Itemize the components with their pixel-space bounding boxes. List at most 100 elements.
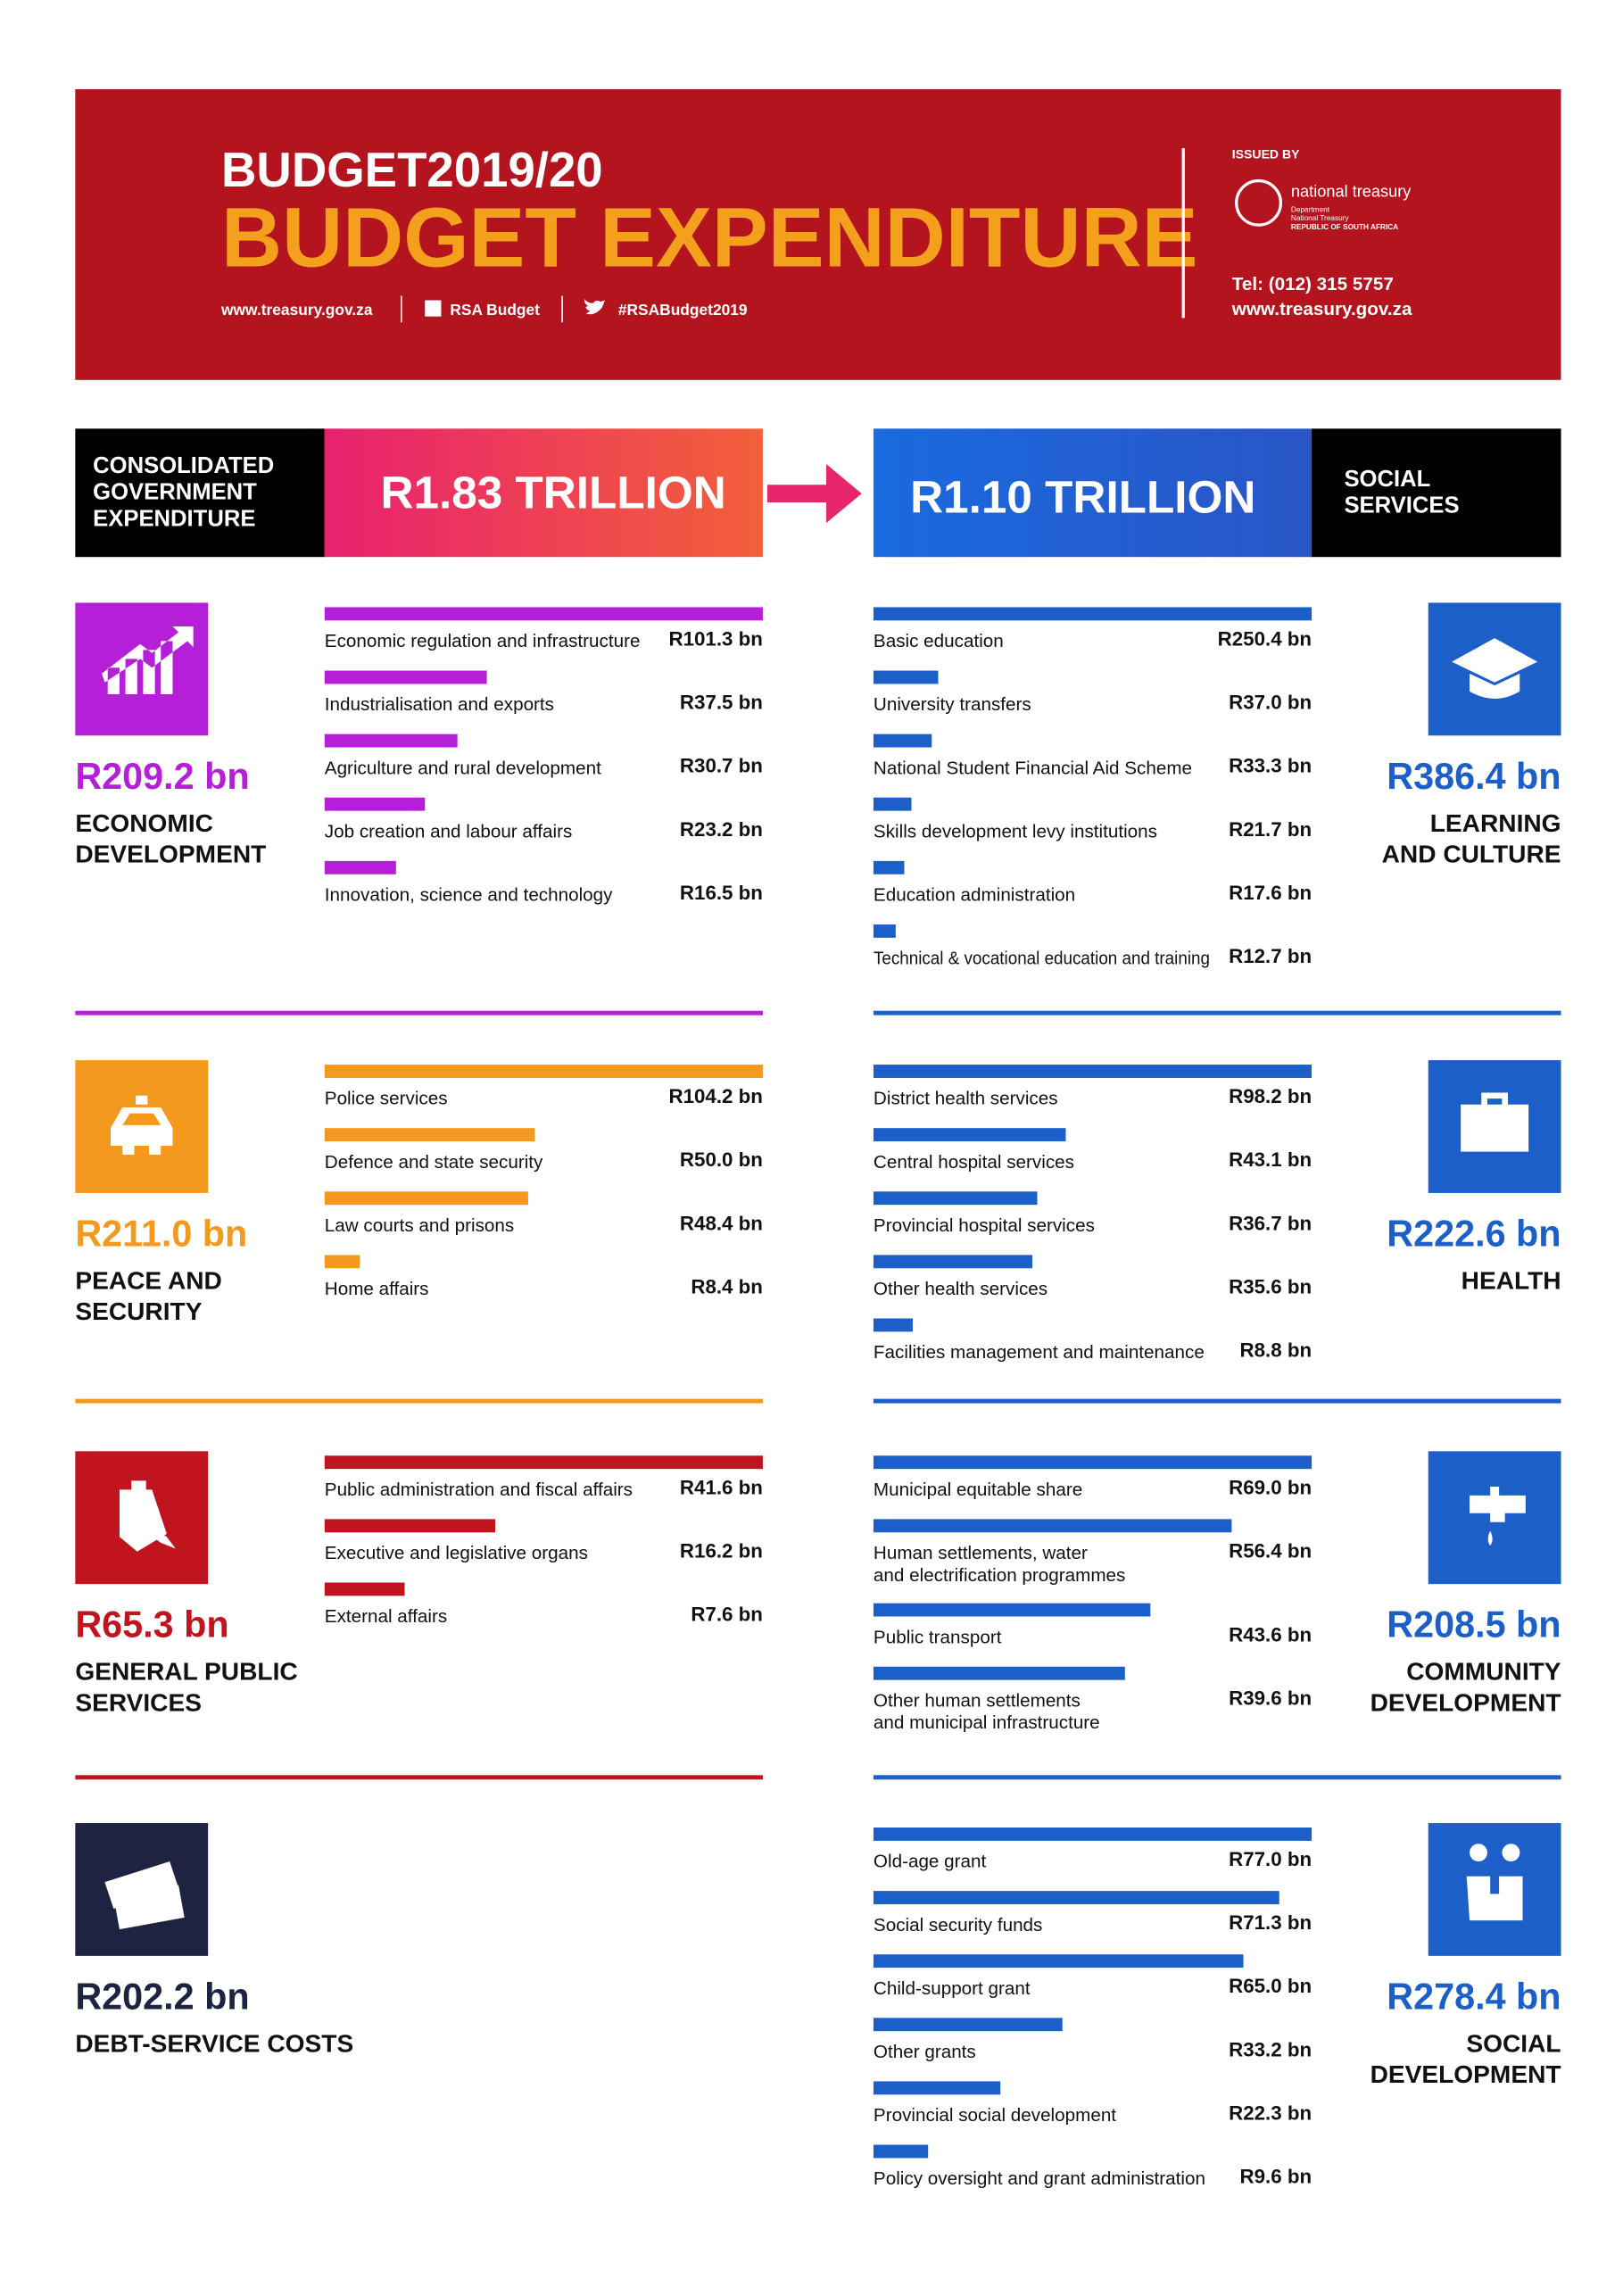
category-total: R386.4 bn: [1387, 756, 1561, 797]
bar: [324, 1582, 405, 1596]
category-name: ECONOMIC: [75, 809, 213, 837]
header-title: BUDGET2019/20: [221, 143, 603, 197]
link[interactable]: #RSABudget2019: [618, 301, 748, 319]
bar: [873, 1255, 1032, 1269]
banner-total: R1.10 TRILLION: [910, 472, 1255, 523]
bar: [873, 734, 932, 748]
coat-of-arms: [1235, 178, 1283, 227]
item-value: R37.5 bn: [680, 692, 763, 714]
item-label: Agriculture and rural development: [325, 758, 601, 778]
category-name: SOCIAL: [1466, 2029, 1561, 2057]
item-value: R65.0 bn: [1229, 1975, 1312, 1997]
category-name: AND CULTURE: [1382, 841, 1561, 868]
item-label: Municipal equitable share: [874, 1480, 1082, 1500]
item-value: R37.0 bn: [1229, 692, 1312, 714]
banner-label: SOCIAL: [1344, 467, 1430, 492]
item-value: R33.2 bn: [1229, 2038, 1312, 2060]
category-name: LEARNING: [1430, 809, 1561, 837]
bar: [324, 1128, 535, 1142]
item-value: R43.6 bn: [1229, 1624, 1312, 1646]
item-value: R21.7 bn: [1229, 818, 1312, 841]
item-value: R104.2 bn: [669, 1085, 763, 1107]
item-label: Technical & vocational education and tra…: [874, 949, 1210, 969]
item-label: Provincial hospital services: [874, 1215, 1095, 1236]
item-value: R50.0 bn: [680, 1148, 763, 1171]
banner-right-box: [1312, 428, 1561, 558]
item-label: Facilities management and maintenance: [874, 1342, 1205, 1363]
item-label: Defence and state security: [325, 1152, 543, 1173]
category-total: R278.4 bn: [1387, 1976, 1561, 2017]
section-divider: [75, 1775, 763, 1780]
item-label: Basic education: [874, 631, 1004, 651]
item-value: R71.3 bn: [1229, 1911, 1312, 1934]
item-label: Policy oversight and grant administratio…: [874, 2168, 1205, 2189]
category-name: SERVICES: [75, 1688, 202, 1716]
category-name: DEBT-SERVICE COSTS: [75, 2029, 353, 2057]
bar: [324, 670, 487, 684]
item-label: Skills development levy institutions: [874, 821, 1157, 841]
header-subtitle: BUDGET EXPENDITURE: [221, 190, 1197, 284]
item-label: Other grants: [874, 2042, 976, 2062]
item-label: and electrification programmes: [874, 1565, 1125, 1586]
item-value: R41.6 bn: [680, 1476, 763, 1498]
category-name: HEALTH: [1462, 1266, 1561, 1294]
item-label: National Student Financial Aid Scheme: [874, 758, 1192, 778]
category-total: R202.2 bn: [75, 1976, 249, 2017]
item-value: R35.6 bn: [1229, 1275, 1312, 1297]
item-label: District health services: [874, 1089, 1058, 1109]
item-value: R36.7 bn: [1229, 1212, 1312, 1234]
bar: [873, 1827, 1312, 1841]
category-total: R211.0 bn: [75, 1213, 247, 1254]
item-value: R8.8 bn: [1239, 1339, 1312, 1361]
category-name: DEVELOPMENT: [1370, 1688, 1561, 1716]
bar: [324, 734, 458, 748]
banner-right-total-box: [873, 428, 1312, 558]
link[interactable]: RSA Budget: [450, 301, 540, 319]
category-icon: [75, 602, 209, 736]
bar: [873, 1603, 1151, 1617]
link[interactable]: www.treasury.gov.za: [220, 301, 373, 319]
item-value: R12.7 bn: [1229, 945, 1312, 967]
bar: [324, 1455, 763, 1470]
item-value: R69.0 bn: [1229, 1476, 1312, 1498]
item-label: Industrialisation and exports: [325, 694, 554, 715]
item-value: R56.4 bn: [1229, 1539, 1312, 1562]
item-label: Innovation, science and technology: [325, 885, 613, 906]
website[interactable]: www.treasury.gov.za: [1231, 299, 1412, 319]
header-bg: [75, 89, 1561, 380]
item-label: Social security funds: [874, 1915, 1042, 1935]
item-label: Central hospital services: [874, 1152, 1074, 1173]
bar: [873, 670, 939, 684]
category-name: SECURITY: [75, 1297, 202, 1325]
bar: [324, 607, 763, 621]
icon-glyph: [119, 1480, 176, 1552]
item-label: Child-support grant: [874, 1978, 1031, 1999]
category-icon: [1428, 1823, 1561, 1956]
icon-glyph: [104, 1861, 185, 1930]
telephone: Tel: (012) 315 5757: [1232, 274, 1394, 294]
bar: [873, 2018, 1063, 2032]
bar: [873, 1191, 1038, 1206]
item-label: Other health services: [874, 1279, 1047, 1299]
arrow: [766, 464, 862, 524]
item-value: R77.0 bn: [1229, 1848, 1312, 1870]
item-label: Public transport: [874, 1627, 1002, 1647]
item-label: Old-age grant: [874, 1852, 987, 1872]
item-label: Education administration: [874, 885, 1075, 906]
item-value: R98.2 bn: [1229, 1085, 1312, 1107]
bar: [873, 924, 896, 938]
item-value: R43.1 bn: [1229, 1148, 1312, 1171]
bar: [873, 1455, 1312, 1470]
twitter-icon: [584, 298, 605, 315]
item-label: Home affairs: [325, 1279, 429, 1299]
item-label: Police services: [325, 1089, 448, 1109]
category-total: R208.5 bn: [1387, 1604, 1561, 1645]
banner-total: R1.83 TRILLION: [380, 468, 725, 518]
banner-label: GOVERNMENT: [93, 480, 257, 505]
item-value: R33.3 bn: [1229, 755, 1312, 777]
item-value: R16.5 bn: [680, 882, 763, 904]
item-label: Provincial social development: [874, 2105, 1116, 2126]
bar: [873, 2081, 1001, 2095]
category-name: DEVELOPMENT: [1370, 2060, 1561, 2088]
